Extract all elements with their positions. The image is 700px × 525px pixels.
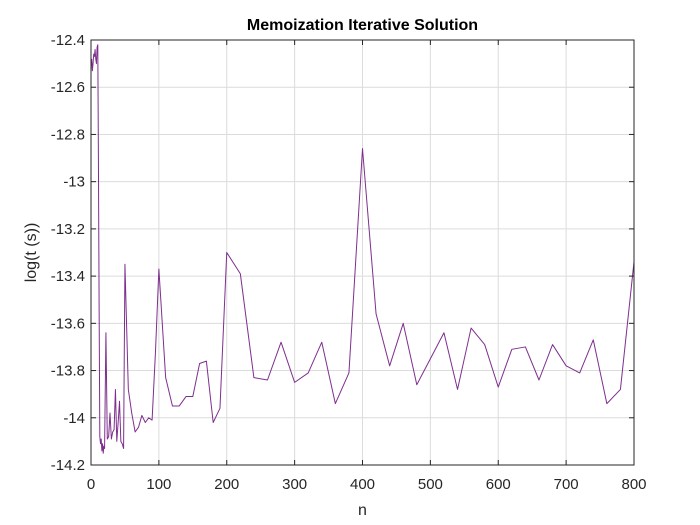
y-axis-label: log(t (s)) — [23, 223, 40, 283]
chart-title: Memoization Iterative Solution — [247, 17, 478, 34]
x-tick-label: 800 — [621, 476, 646, 493]
x-tick-label: 700 — [554, 476, 579, 493]
y-tick-label: -13.8 — [51, 363, 85, 380]
x-tick-label: 500 — [418, 476, 443, 493]
x-tick-label: 200 — [214, 476, 239, 493]
y-tick-label: -13.6 — [51, 315, 85, 332]
y-tick-label: -14.2 — [51, 457, 85, 474]
y-tick-label: -13.4 — [51, 268, 85, 285]
y-tick-label: -12.8 — [51, 126, 85, 143]
y-tick-label: -13.2 — [51, 221, 85, 238]
x-tick-label: 600 — [486, 476, 511, 493]
series-line — [91, 44, 635, 454]
x-axis-label: n — [358, 502, 367, 519]
x-tick-label: 400 — [350, 476, 375, 493]
x-tick-label: 300 — [282, 476, 307, 493]
y-tick-label: -14 — [63, 410, 85, 427]
y-tick-label: -13 — [63, 174, 85, 191]
y-tick-label: -12.4 — [51, 32, 85, 49]
y-tick-label: -12.6 — [51, 79, 85, 96]
x-tick-label: 0 — [87, 476, 95, 493]
x-tick-label: 100 — [146, 476, 171, 493]
